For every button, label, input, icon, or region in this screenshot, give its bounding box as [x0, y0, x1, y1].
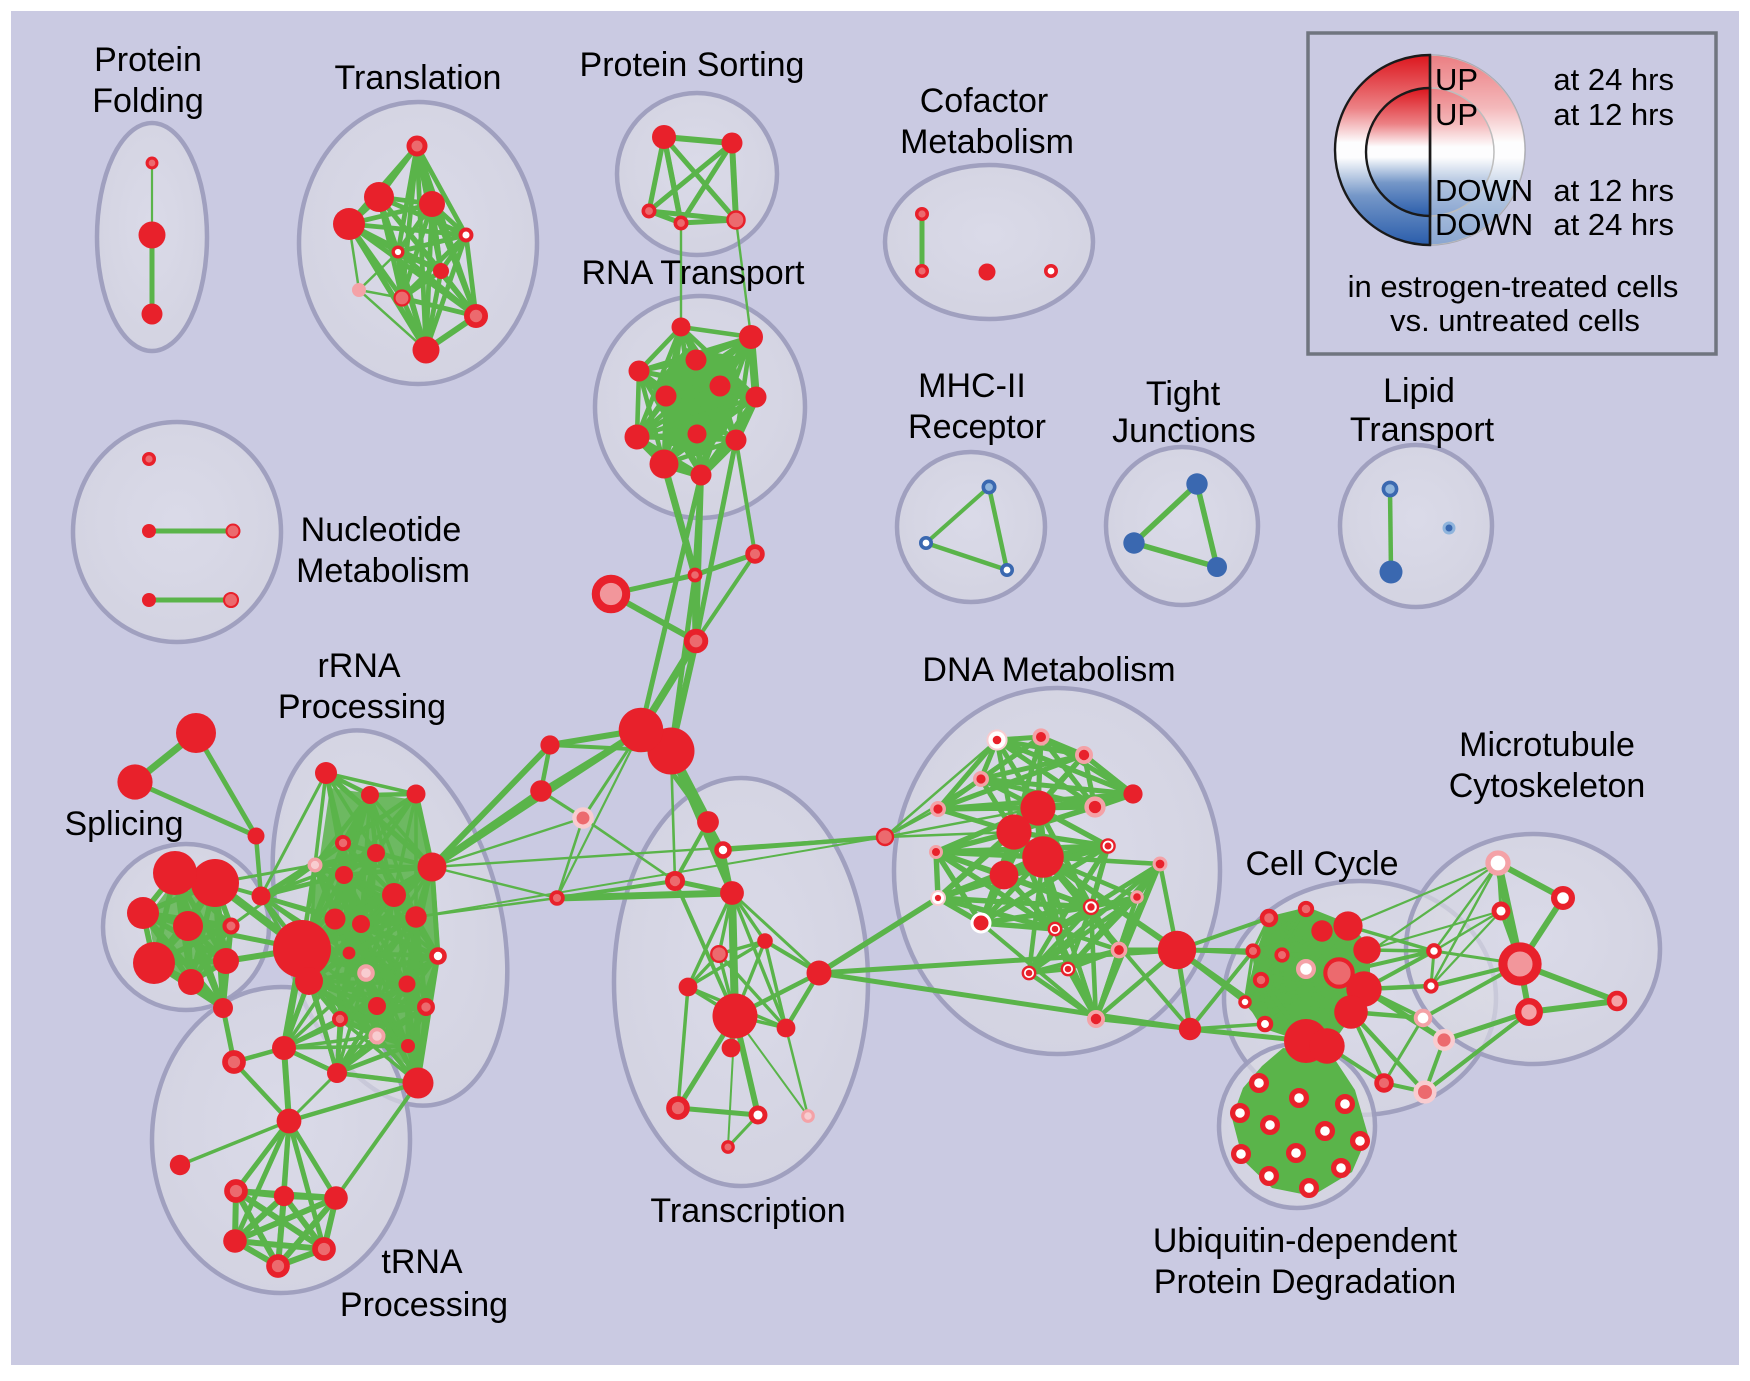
svg-text:Processing: Processing: [278, 688, 446, 726]
svg-text:Protein Sorting: Protein Sorting: [580, 46, 805, 84]
svg-text:Splicing: Splicing: [64, 805, 183, 843]
svg-text:rRNA: rRNA: [317, 647, 400, 685]
svg-text:Microtubule: Microtubule: [1459, 726, 1635, 764]
svg-text:Ubiquitin-dependent: Ubiquitin-dependent: [1153, 1222, 1458, 1260]
svg-text:Cofactor: Cofactor: [920, 82, 1049, 120]
svg-text:Junctions: Junctions: [1112, 412, 1256, 450]
svg-text:Transport: Transport: [1350, 411, 1495, 449]
svg-text:Transcription: Transcription: [650, 1192, 845, 1230]
svg-text:Cytoskeleton: Cytoskeleton: [1449, 767, 1646, 805]
svg-text:Folding: Folding: [92, 82, 204, 120]
svg-text:at 12 hrs: at 12 hrs: [1553, 97, 1674, 132]
svg-text:at 24 hrs: at 24 hrs: [1553, 62, 1674, 97]
svg-text:Cell Cycle: Cell Cycle: [1245, 845, 1398, 883]
svg-text:RNA Transport: RNA Transport: [582, 254, 806, 292]
svg-text:Translation: Translation: [335, 59, 502, 97]
svg-text:DOWN: DOWN: [1435, 207, 1533, 242]
svg-text:at 12 hrs: at 12 hrs: [1553, 173, 1674, 208]
svg-text:UP: UP: [1435, 62, 1478, 97]
svg-text:tRNA: tRNA: [381, 1243, 463, 1281]
svg-text:Metabolism: Metabolism: [296, 552, 470, 590]
svg-text:Lipid: Lipid: [1383, 372, 1455, 410]
svg-text:in estrogen-treated cells: in estrogen-treated cells: [1348, 269, 1679, 304]
svg-text:Protein: Protein: [94, 41, 202, 79]
svg-text:Processing: Processing: [340, 1286, 508, 1324]
svg-text:vs. untreated cells: vs. untreated cells: [1390, 303, 1640, 338]
svg-text:UP: UP: [1435, 97, 1478, 132]
svg-text:at 24 hrs: at 24 hrs: [1553, 207, 1674, 242]
svg-text:Metabolism: Metabolism: [900, 123, 1074, 161]
svg-text:Nucleotide: Nucleotide: [301, 511, 462, 549]
svg-text:Protein Degradation: Protein Degradation: [1154, 1263, 1456, 1301]
svg-text:DNA Metabolism: DNA Metabolism: [922, 651, 1175, 689]
svg-text:DOWN: DOWN: [1435, 173, 1533, 208]
svg-text:Tight: Tight: [1146, 375, 1221, 413]
svg-text:Receptor: Receptor: [908, 408, 1046, 446]
svg-text:MHC-II: MHC-II: [918, 367, 1026, 405]
